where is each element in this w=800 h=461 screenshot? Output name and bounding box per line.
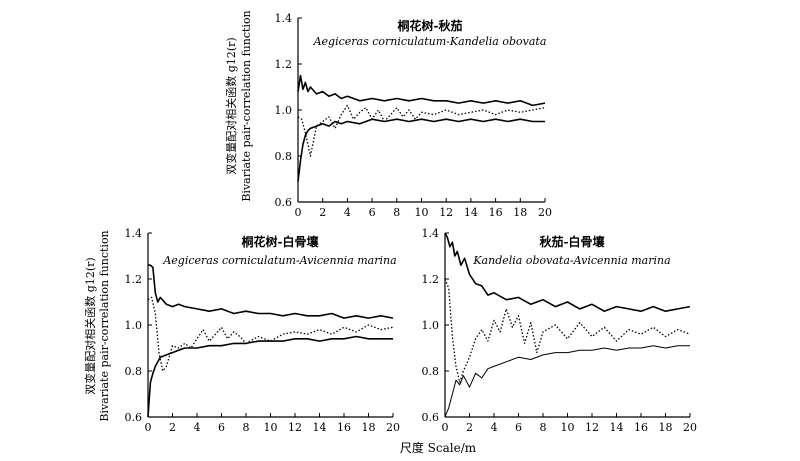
x-tick-label: 8 [540,421,547,434]
chart-subtitle: Kandelia obovata-Avicennia marina [472,254,670,267]
x-tick-label: 8 [393,206,400,219]
series-line-0 [148,264,394,319]
x-tick-label: 18 [362,421,376,434]
series-line-2 [444,345,690,418]
y-tick-label: 1.4 [422,227,440,240]
chart-top: 0.6 0.8 1.0 1.2 1.4 0 2 4 6 8 10 12 14 16 18 20 桐花树-秋茄 Ae… [224,10,552,219]
x-tick-label: 10 [561,421,575,434]
x-tick-label: 8 [243,421,250,434]
x-tick-label: 20 [386,421,400,434]
series-line-0 [444,232,691,313]
x-tick-label: 6 [369,206,376,219]
y-tick-label: 0.6 [275,196,293,209]
x-tick-label: 16 [489,206,503,219]
y-tick-label: 0.8 [125,365,143,378]
chart-subtitle: Aegiceras corniculatum-Kandelia obovata [313,35,547,48]
x-tick-label: 0 [295,206,302,219]
x-tick-label: 14 [464,206,478,219]
x-tick-label: 0 [145,421,152,434]
chart-subtitle: Aegiceras corniculatum-Avicennia marina [162,254,396,267]
chart-title: 桐花树-秋茄 [398,18,463,33]
y-axis-label-en: Bivariate pair-correlation function [98,230,111,421]
chart-title: 秋茄-白骨壤 [540,234,606,249]
x-tick-label: 2 [319,206,326,219]
y-tick-label: 1.0 [275,104,293,117]
x-tick-label: 18 [513,206,527,219]
x-tick-label: 20 [538,206,552,219]
series-line-1 [444,278,691,384]
x-tick-label: 2 [169,421,176,434]
x-tick-label: 14 [313,421,327,434]
chart-bottom-left: 0.6 0.8 1.0 1.2 1.4 0 2 4 6 8 10 12 14 16 18 20 桐花树-白骨壤 A… [83,227,400,434]
y-tick-label: 1.4 [125,227,143,240]
x-tick-label: 12 [439,206,453,219]
x-tick-label: 18 [659,421,673,434]
x-tick-label: 0 [442,421,449,434]
x-tick-label: 16 [337,421,351,434]
series-line-2 [147,335,393,418]
x-tick-label: 6 [515,421,522,434]
series-line-2 [297,118,545,182]
x-tick-label: 10 [415,206,429,219]
y-axis-label-cn: 双变量配对相关函数 g12(r) [224,37,238,174]
y-axis-label-cn: 双变量配对相关函数 g12(r) [83,257,97,394]
chart-bottom-right: 0.6 0.8 1.0 1.2 1.4 0 2 4 6 8 10 12 14 16 18 20 秋茄-白骨壤 Ka… [422,227,698,434]
series-line-1 [297,104,546,157]
x-tick-label: 6 [218,421,225,434]
x-axis-label: 尺度 Scale/m [400,440,477,455]
y-tick-label: 1.2 [422,273,440,286]
y-tick-label: 0.8 [275,150,293,163]
x-tick-label: 4 [344,206,351,219]
y-tick-label: 1.2 [125,273,143,286]
y-tick-label: 0.6 [125,411,143,424]
series-line-1 [147,296,394,372]
y-tick-label: 1.0 [422,319,440,332]
y-axis-label-en: Bivariate pair-correlation function [240,10,253,201]
series-line-0 [297,74,546,107]
x-tick-label: 10 [264,421,278,434]
x-tick-label: 4 [491,421,498,434]
y-tick-label: 1.0 [125,319,143,332]
x-tick-label: 4 [194,421,201,434]
x-tick-label: 16 [634,421,648,434]
x-tick-label: 14 [610,421,624,434]
y-tick-label: 1.2 [275,58,293,71]
chart-title: 桐花树-白骨壤 [242,234,320,249]
x-tick-label: 12 [585,421,599,434]
x-tick-label: 2 [466,421,473,434]
x-tick-label: 20 [683,421,697,434]
y-tick-label: 0.8 [422,365,440,378]
y-tick-label: 1.4 [275,12,293,25]
y-tick-label: 0.6 [422,411,440,424]
x-tick-label: 12 [288,421,302,434]
